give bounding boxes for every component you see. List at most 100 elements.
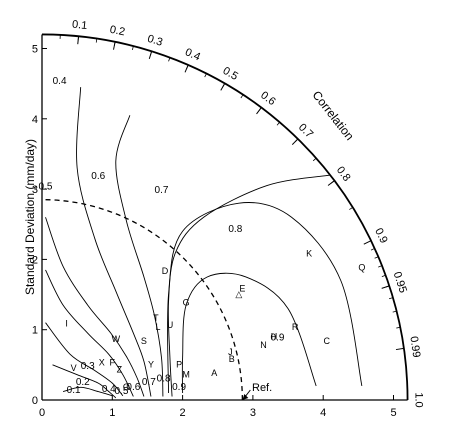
correlation-minor-tick [168,57,171,62]
correlation-major-tick [77,36,80,45]
skill-label: 0.7 [142,377,156,388]
correlation-major-tick [184,64,189,73]
correlation-tick-label: 0.6 [258,89,277,108]
skill-contour-0.1 [62,386,113,397]
skill-contour-0.7 [115,115,164,397]
model-points: A B C D E F G H I J K L M N O P Q R S TU V W X Y Z △ [65,248,365,392]
correlation-tick-label: 0.99 [407,335,422,358]
skill-label: 0.4 [53,76,67,87]
skill-label: 0.6 [91,171,105,182]
y-tick-label: 3 [32,184,38,196]
correlation-tick-label: 0.3 [146,33,164,49]
skill-contour-0.95 [167,202,363,393]
correlation-tick-label: 0.2 [109,24,126,39]
skill-contour-0.9 [181,272,317,393]
correlation-minor-tick [396,326,401,329]
model-point-N: N [260,340,267,350]
skill-contour-0.3 [45,322,124,397]
x-tick-label: 1 [109,407,115,419]
correlation-minor-tick [240,94,244,99]
skill-contour-0.8 [167,174,331,397]
correlation-minor-tick [312,157,317,162]
skill-label: 0.3 [81,361,95,372]
skill-contour-labels: 0.10.20.30.40.50.6 0.7 0.80.90.40.50.60.70… [39,76,285,397]
model-point-F: F [110,357,116,367]
model-point-U: U [167,320,174,330]
y-tick-label: 4 [32,114,38,126]
skill-label: 0.9 [271,333,285,344]
x-tick-label: 0 [39,407,45,419]
y-tick-label: 0 [32,395,38,407]
model-point-M: M [182,369,190,379]
correlation-major-tick [381,285,390,289]
correlation-major-tick [256,107,262,115]
correlation-minor-tick [276,121,280,126]
correlation-major-tick [395,347,404,351]
skill-contour-0.2 [52,364,117,399]
axes: 0 1 2 3 4 5 0 1 2 3 4 5 [32,33,409,419]
correlation-major-tick [363,240,372,245]
model-point-X: X [99,357,105,367]
reference-arc [41,198,244,401]
model-point-Q: Q [358,262,365,272]
correlation-minor-tick [392,310,397,313]
model-point-triangle: △ [235,289,242,299]
model-point-Y: Y [148,359,154,369]
skill-contour-0.6 [76,87,152,397]
correlation-minor-tick [349,207,353,210]
model-point-Z: Z [117,364,123,374]
model-point-S: S [141,336,147,346]
correlation-minor-tick [374,256,379,259]
model-point-O: O [123,382,130,392]
skill-label: 0.8 [228,224,242,235]
model-point-T: T [153,313,159,323]
correlation-ticks: 0.1 0.20.30.40.50.60.70.80.90.950.991.0 [59,19,425,408]
correlation-major-tick [148,51,153,60]
correlation-tick-label: 1.0 [413,392,425,407]
correlation-minor-tick [132,45,134,51]
skill-label: 0.9 [172,382,186,393]
correlation-tick-label: 0.7 [296,121,315,140]
correlation-major-tick [291,138,299,146]
correlation-minor-tick [95,38,98,43]
correlation-tick-label: 0.8 [334,164,353,183]
model-point-L: L [155,322,160,332]
correlation-minor-tick [388,297,394,300]
skill-label: 0.5 [39,182,53,193]
correlation-tick-label: 0.95 [391,270,409,294]
correlation-minor-tick [204,73,207,78]
outer-arc [41,33,409,401]
skill-label: 0.8 [157,374,171,385]
x-tick-label: 3 [250,407,256,419]
skill-label: 0.2 [76,377,90,388]
x-tick-label: 5 [390,407,396,419]
skill-label: 0.7 [155,185,169,196]
model-point-W: W [112,334,121,344]
skill-contour-0.5 [45,217,145,397]
skill-label: 0.4 [102,384,116,395]
model-point-I: I [65,319,68,329]
skill-contour-0.4 [45,269,134,397]
correlation-minor-tick [381,274,386,278]
model-point-J: J [228,347,233,357]
model-point-E: E [239,284,245,294]
correlation-major-tick [113,41,116,50]
skill-label: 0.1 [67,385,81,396]
correlation-arc-label: Correlation [310,88,357,143]
x-tick-label: 4 [320,407,326,419]
y-tick-label: 2 [32,254,38,266]
model-point-K: K [306,248,312,258]
y-tick-label: 5 [32,44,38,56]
correlation-major-tick [220,83,226,91]
correlation-tick-label: 0.9 [372,226,389,245]
correlation-tick-label: 0.1 [71,19,87,32]
model-point-P: P [176,359,182,369]
model-point-C: C [323,336,330,346]
model-point-G: G [183,298,190,308]
model-point-B: B [229,354,235,364]
x-tick-label: 2 [180,407,186,419]
reference-std-arc [41,198,251,401]
reference-label: Ref. [252,382,272,394]
model-point-A: A [211,368,217,378]
